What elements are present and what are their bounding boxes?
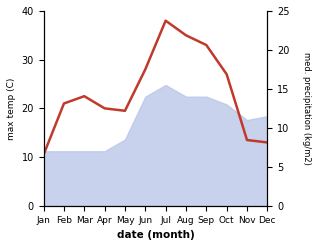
X-axis label: date (month): date (month) (117, 230, 194, 240)
Y-axis label: max temp (C): max temp (C) (7, 77, 16, 140)
Y-axis label: med. precipitation (kg/m2): med. precipitation (kg/m2) (302, 52, 311, 165)
